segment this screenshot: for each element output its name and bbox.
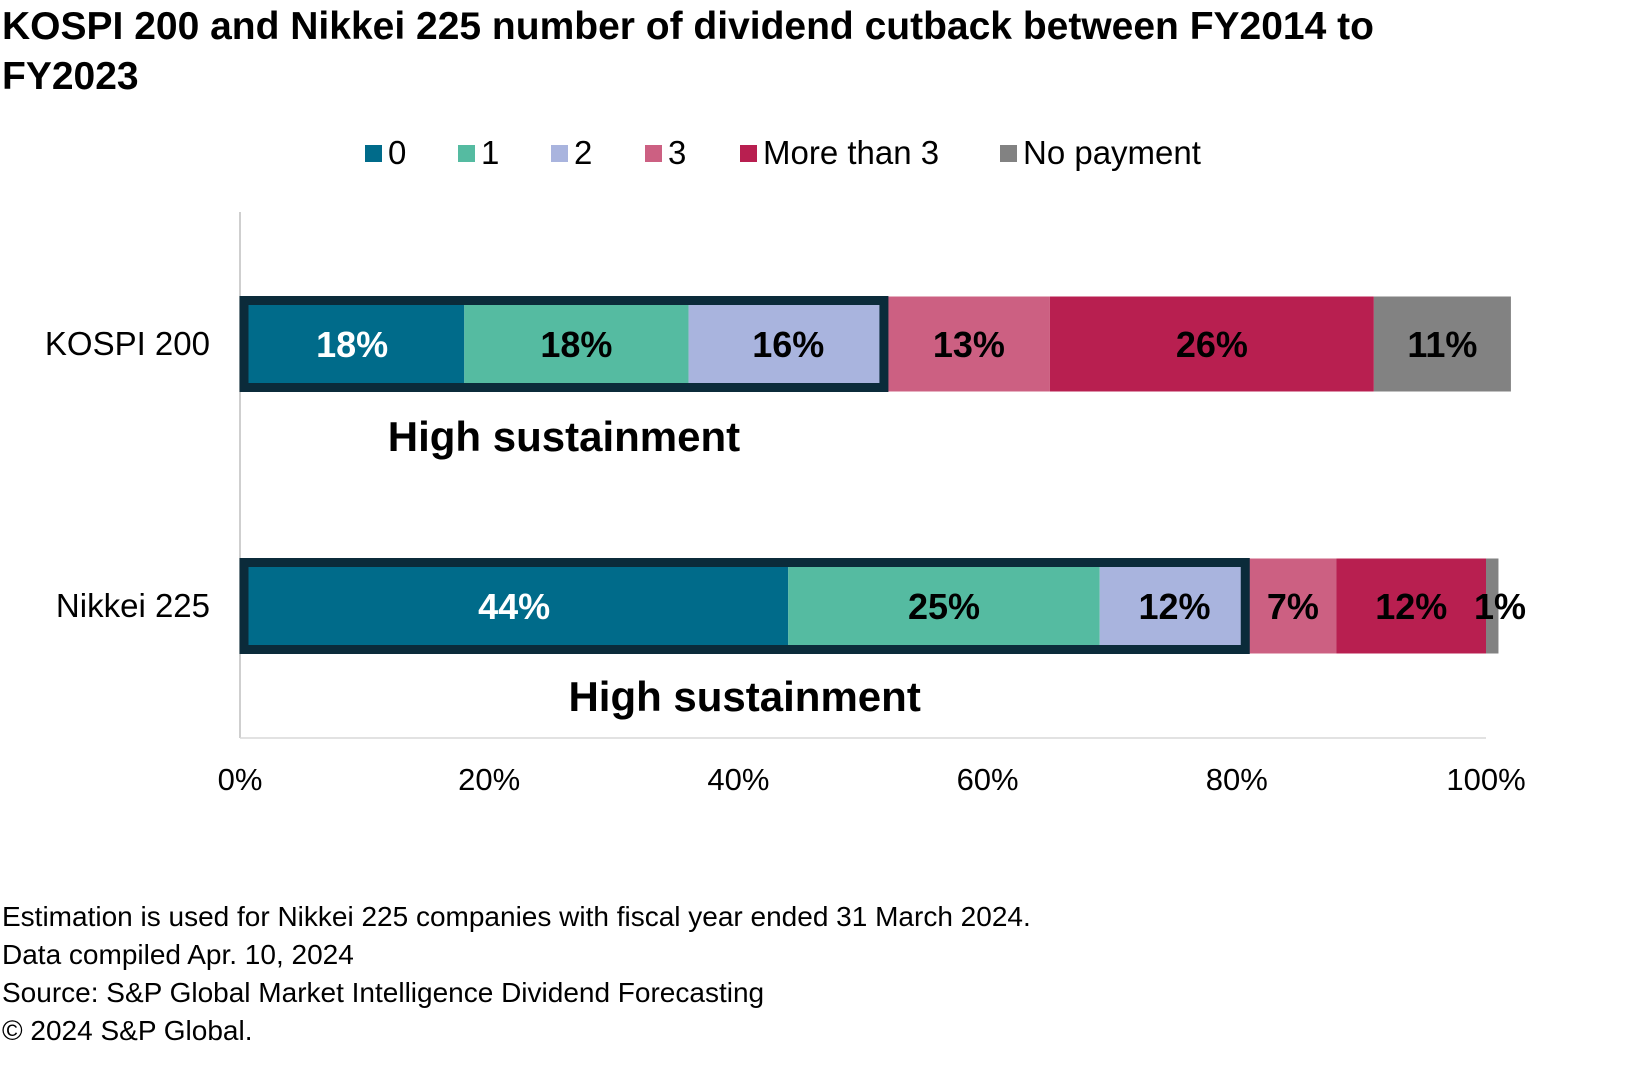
- data-label-0-0: 18%: [316, 324, 388, 365]
- x-tick-label-3: 60%: [957, 762, 1019, 797]
- legend-label-3: 3: [668, 134, 686, 171]
- data-label-0-4: 26%: [1176, 324, 1248, 365]
- bar-segment-0-3: [887, 296, 1050, 392]
- bar-segment-0-0: [240, 296, 465, 392]
- data-label-1-4: 12%: [1375, 586, 1447, 627]
- x-tick-label-1: 20%: [458, 762, 520, 797]
- bar-segment-0-2: [688, 296, 888, 392]
- bar-segment-1-1: [788, 558, 1100, 654]
- footnote-data-compiled: Data compiled Apr. 10, 2024: [2, 939, 354, 970]
- footnote-estimation: Estimation is used for Nikkei 225 compan…: [2, 901, 1031, 932]
- bar-segment-1-4: [1336, 558, 1486, 654]
- bar-segment-1-3: [1249, 558, 1337, 654]
- legend-label-4: More than 3: [763, 134, 939, 171]
- x-tick-label-5: 100%: [1446, 762, 1525, 797]
- data-label-1-0: 44%: [478, 586, 550, 627]
- data-label-1-3: 7%: [1267, 586, 1319, 627]
- legend-label-1: 1: [481, 134, 499, 171]
- legend-swatch-5: [1000, 145, 1017, 162]
- legend-swatch-3: [645, 145, 662, 162]
- x-tick-label-2: 40%: [707, 762, 769, 797]
- data-label-0-1: 18%: [540, 324, 612, 365]
- footnote-copyright: © 2024 S&P Global.: [2, 1015, 253, 1046]
- annotation-high-sustainment-1: High sustainment: [568, 673, 920, 720]
- legend-swatch-4: [740, 145, 757, 162]
- legend-swatch-0: [365, 145, 382, 162]
- legend-swatch-2: [551, 145, 568, 162]
- data-label-0-5: 11%: [1407, 324, 1477, 365]
- bar-segment-0-4: [1049, 296, 1374, 392]
- data-label-1-1: 25%: [908, 586, 980, 627]
- x-tick-label-0: 0%: [218, 762, 263, 797]
- legend-label-5: No payment: [1023, 134, 1201, 171]
- bar-segment-1-0: [240, 558, 789, 654]
- bar-segment-1-2: [1099, 558, 1250, 654]
- highlight-box-0: [239, 296, 889, 392]
- highlight-box-1: [239, 558, 1250, 654]
- category-label-0: KOSPI 200: [45, 325, 210, 362]
- category-label-1: Nikkei 225: [56, 587, 210, 624]
- footnote-source: Source: S&P Global Market Intelligence D…: [2, 977, 765, 1008]
- chart-title: KOSPI 200 and Nikkei 225 number of divid…: [2, 5, 1374, 98]
- data-label-1-5: 1%: [1474, 586, 1526, 627]
- legend-swatch-1: [458, 145, 475, 162]
- data-label-0-2: 16%: [752, 324, 824, 365]
- legend-label-2: 2: [574, 134, 592, 171]
- legend-label-0: 0: [388, 134, 406, 171]
- x-tick-label-4: 80%: [1206, 762, 1268, 797]
- bar-segment-0-1: [464, 296, 689, 392]
- annotation-high-sustainment-0: High sustainment: [388, 413, 740, 460]
- bar-segment-0-5: [1373, 296, 1511, 392]
- data-label-1-2: 12%: [1138, 586, 1210, 627]
- footnotes: Estimation is used for Nikkei 225 compan…: [2, 898, 1402, 1050]
- data-label-0-3: 13%: [933, 324, 1005, 365]
- bar-segment-1-5: [1486, 558, 1499, 654]
